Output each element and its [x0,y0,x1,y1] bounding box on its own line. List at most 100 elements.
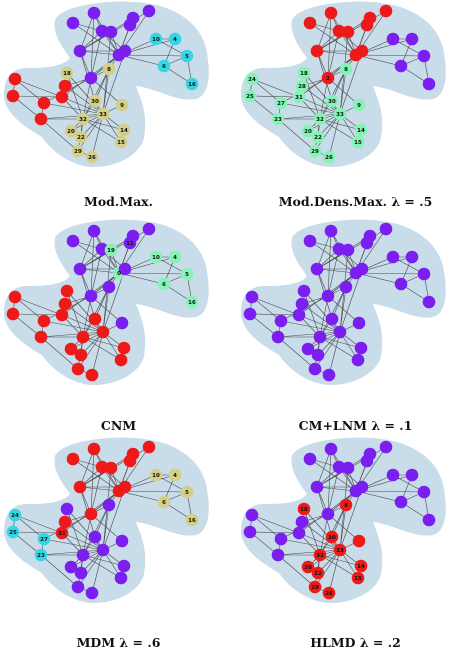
node-label: 28 [298,84,306,90]
node [303,234,317,248]
node [310,262,324,276]
node-label: 29 [311,585,319,591]
edge [82,77,92,120]
edge [355,272,425,275]
node [37,96,51,110]
node [386,250,400,264]
edge [91,331,104,376]
node [71,144,85,158]
node [185,513,199,527]
node [126,447,140,461]
node-label: 6 [162,282,166,288]
node-label: 25 [9,530,17,536]
node [243,307,257,321]
node-label: 33 [336,548,344,554]
node [405,250,419,264]
node [352,316,366,330]
edge [14,514,63,534]
node-label: 30 [328,535,336,541]
node [355,480,369,494]
caption-cnm: CNM [100,418,137,433]
node-label: 9 [357,103,361,109]
node [325,94,339,108]
node-label: 10 [152,473,160,479]
edge [66,72,104,115]
node [157,59,171,73]
node [243,89,257,103]
node-label: 31 [295,95,303,101]
edge [66,72,84,120]
node [386,468,400,482]
node [295,79,309,93]
node-label: 16 [188,82,196,88]
node [308,362,322,376]
edge [90,12,95,79]
edge [298,532,341,551]
edge [249,95,300,98]
node-label: 24 [11,513,19,519]
node [405,32,419,46]
edge [43,538,104,551]
node [74,566,88,580]
node [313,330,327,344]
node [102,280,116,294]
edge [43,102,104,115]
edge [316,12,332,52]
edge [327,513,360,542]
edge [309,240,357,274]
panel-cm-lnm: CM+LNM λ = .1 [237,218,474,436]
node [311,348,325,362]
node [66,16,80,30]
edge [82,295,92,338]
node [324,442,338,456]
node [292,308,306,322]
edge [316,230,332,270]
node-label: 16 [188,300,196,306]
edge [79,230,95,270]
node-label: 30 [91,99,99,105]
edge [316,448,332,488]
node [322,150,336,164]
edge [40,549,104,556]
edge [90,466,103,515]
edge [328,549,341,594]
node [34,330,48,344]
node [142,440,156,454]
edge [82,513,92,556]
edge [327,12,332,79]
edge [277,549,341,556]
node [311,130,325,144]
edge [314,549,341,588]
edge [339,486,363,551]
node-label: 30 [328,99,336,105]
node-label: 14 [120,128,128,134]
edge [251,78,300,98]
node [149,32,163,46]
node [379,222,393,236]
node [71,362,85,376]
edge [43,320,104,333]
node [87,224,101,238]
node [354,123,368,137]
node [104,25,118,39]
node [71,580,85,594]
panel-mod-dens-max: 24 25 27 28 23 31 8 9 14 15 20 22 26 29 30 32 33 18 2 Mod.… [237,0,474,218]
edge [301,85,341,115]
edge [64,303,104,333]
edge [319,286,347,338]
node [87,442,101,456]
node [85,586,99,600]
node-label: 8 [344,503,348,509]
edge [319,336,359,361]
edge [90,230,95,297]
node [149,250,163,264]
node [422,77,436,91]
node [85,150,99,164]
node-label: 2 [326,76,330,82]
node-label: 19 [107,248,115,254]
node [301,124,315,138]
node [118,262,132,276]
node [8,72,22,86]
node [60,284,74,298]
node-label: 15 [354,140,362,146]
